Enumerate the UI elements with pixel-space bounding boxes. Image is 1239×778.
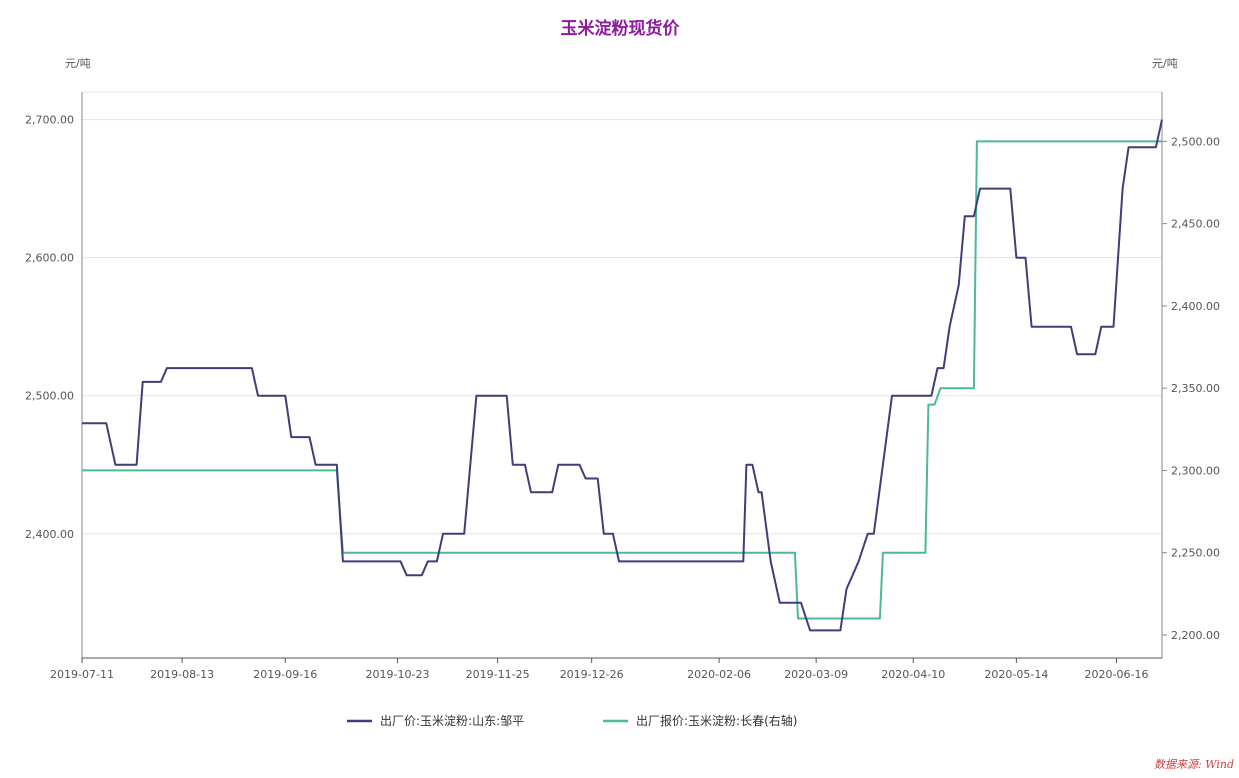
x-tick-label: 2020-04-10: [881, 668, 945, 681]
x-tick-label: 2019-08-13: [150, 668, 214, 681]
right-axis-unit: 元/吨: [1152, 57, 1178, 70]
x-tick-label: 2019-09-16: [253, 668, 317, 681]
left-axis-unit: 元/吨: [65, 57, 91, 70]
left-tick-label: 2,500.00: [25, 390, 74, 403]
source-note: 数据来源: Wind: [1154, 758, 1234, 771]
right-tick-label: 2,400.00: [1171, 300, 1220, 313]
x-tick-label: 2019-10-23: [366, 668, 430, 681]
gridlines: [82, 92, 1162, 534]
right-tick-label: 2,500.00: [1171, 135, 1220, 148]
left-tick-label: 2,700.00: [25, 114, 74, 127]
left-tick-label: 2,400.00: [25, 528, 74, 541]
x-tick-label: 2020-02-06: [687, 668, 751, 681]
legend-label-zouping: 出厂价:玉米淀粉:山东:邹平: [380, 714, 524, 728]
axes: 2,400.00 2,500.00 2,600.00 2,700.00 2,200.00…: [25, 92, 1220, 681]
right-tick-label: 2,300.00: [1171, 464, 1220, 477]
right-tick-label: 2,350.00: [1171, 382, 1220, 395]
chart-title: 玉米淀粉现货价: [561, 18, 681, 39]
x-tick-label: 2019-11-25: [466, 668, 530, 681]
series-lines: [82, 120, 1162, 631]
right-tick-label: 2,200.00: [1171, 629, 1220, 642]
legend-label-changchun: 出厂报价:玉米淀粉:长春(右轴): [636, 713, 797, 728]
x-tick-label: 2020-06-16: [1085, 668, 1149, 681]
x-tick-label: 2019-07-11: [50, 668, 114, 681]
right-tick-label: 2,450.00: [1171, 218, 1220, 231]
right-tick-label: 2,250.00: [1171, 547, 1220, 560]
series-line-zouping: [82, 120, 1162, 631]
legend: 出厂价:玉米淀粉:山东:邹平 出厂报价:玉米淀粉:长春(右轴): [347, 713, 797, 728]
series-line-changchun: [82, 141, 1162, 618]
x-tick-label: 2020-03-09: [784, 668, 848, 681]
x-tick-label: 2020-05-14: [984, 668, 1048, 681]
x-tick-label: 2019-12-26: [560, 668, 624, 681]
left-tick-label: 2,600.00: [25, 252, 74, 265]
